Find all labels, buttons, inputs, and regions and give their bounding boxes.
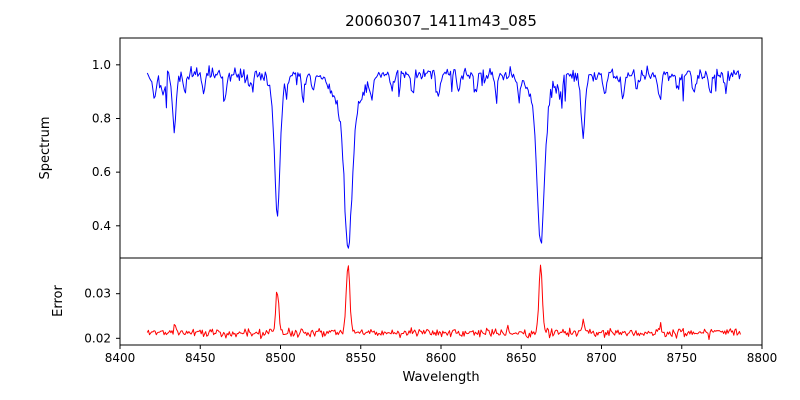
spectrum-panel-border <box>119 37 763 259</box>
x-tick-label: 8800 <box>747 351 778 365</box>
x-tick-label: 8400 <box>105 351 136 365</box>
error-y-axis-label: Error <box>51 285 66 317</box>
spectrum-y-axis-label: Spectrum <box>38 117 53 180</box>
x-tick-label: 8750 <box>666 351 697 365</box>
x-tick-label: 8500 <box>265 351 296 365</box>
error-y-tick-label: 0.03 <box>84 287 111 301</box>
chart-title: 20060307_1411m43_085 <box>345 12 537 31</box>
x-tick-label: 8700 <box>586 351 617 365</box>
x-tick-label: 8650 <box>506 351 537 365</box>
x-tick-label: 8450 <box>185 351 216 365</box>
x-axis-label: Wavelength <box>402 370 479 385</box>
spectrum-y-tick-label: 1.0 <box>92 58 111 72</box>
x-tick-label: 8600 <box>426 351 457 365</box>
spectrum-y-tick-label: 0.8 <box>92 111 111 125</box>
spectrum-y-tick-label: 0.6 <box>92 165 111 179</box>
x-tick-label: 8550 <box>345 351 376 365</box>
spectrum-y-tick-label: 0.4 <box>92 219 111 233</box>
error-line <box>146 264 741 340</box>
error-y-tick-label: 0.02 <box>84 331 111 345</box>
axis-ticks: 8400 8450 8500 8550 8600 8650 8700 8750 8800 0.4 0… <box>84 58 777 365</box>
error-panel-border <box>119 257 763 346</box>
spectrum-line <box>146 65 741 249</box>
